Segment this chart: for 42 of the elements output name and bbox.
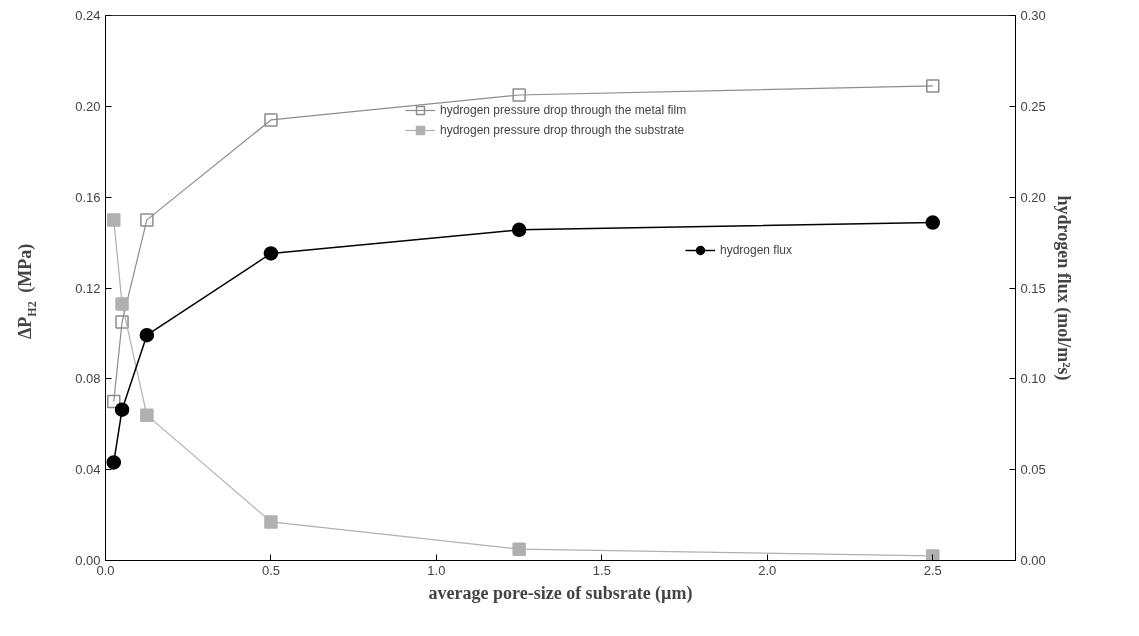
point xyxy=(263,246,279,261)
legend-label: hydrogen flux xyxy=(720,243,793,257)
x-tick-label: 2.5 xyxy=(923,562,942,578)
x-tick-label: 0.5 xyxy=(261,562,280,578)
x-tick-label: 1.0 xyxy=(427,562,446,578)
point xyxy=(115,297,129,311)
point xyxy=(512,88,526,102)
legend-label: hydrogen pressure drop through the substrate xyxy=(440,123,685,137)
point xyxy=(107,394,121,409)
point xyxy=(925,215,941,230)
point xyxy=(264,113,278,127)
y2-tick-label: 0.05 xyxy=(1020,462,1046,478)
y-tick-label: 0.12 xyxy=(75,280,101,296)
point xyxy=(106,455,122,470)
point xyxy=(140,408,154,422)
point xyxy=(114,402,130,417)
point xyxy=(264,515,278,529)
y-tick-label: 0.20 xyxy=(75,98,101,114)
y-tick-label: 0.16 xyxy=(75,189,101,205)
point xyxy=(926,549,940,561)
y2-axis-title: hydrogen flux (mol/m²s) xyxy=(1052,195,1074,381)
y2-tick-label: 0.00 xyxy=(1020,553,1046,568)
point xyxy=(139,328,155,343)
y-tick-label: 0.24 xyxy=(75,8,101,23)
y2-tick-label: 0.10 xyxy=(1020,371,1046,387)
y-tick-label: 0.08 xyxy=(75,371,101,387)
y-tick-label: 0.04 xyxy=(75,462,101,478)
point xyxy=(115,315,129,329)
legend-label: hydrogen pressure drop through the metal film xyxy=(440,103,687,117)
point xyxy=(511,222,527,238)
y-axis-title: ΔPH2 (MPa) xyxy=(15,243,39,339)
x-tick-label: 1.5 xyxy=(592,562,611,578)
point xyxy=(107,213,121,227)
y2-tick-label: 0.15 xyxy=(1020,280,1046,296)
y2-tick-label: 0.20 xyxy=(1020,189,1046,205)
x-axis-title: average pore-size of subsrate (µm) xyxy=(428,582,693,604)
y2-tick-label: 0.25 xyxy=(1020,98,1046,114)
y2-tick-label: 0.30 xyxy=(1020,8,1046,23)
point xyxy=(140,213,154,227)
point xyxy=(926,79,940,93)
x-tick-label: 2.0 xyxy=(758,562,777,578)
point xyxy=(512,542,526,556)
